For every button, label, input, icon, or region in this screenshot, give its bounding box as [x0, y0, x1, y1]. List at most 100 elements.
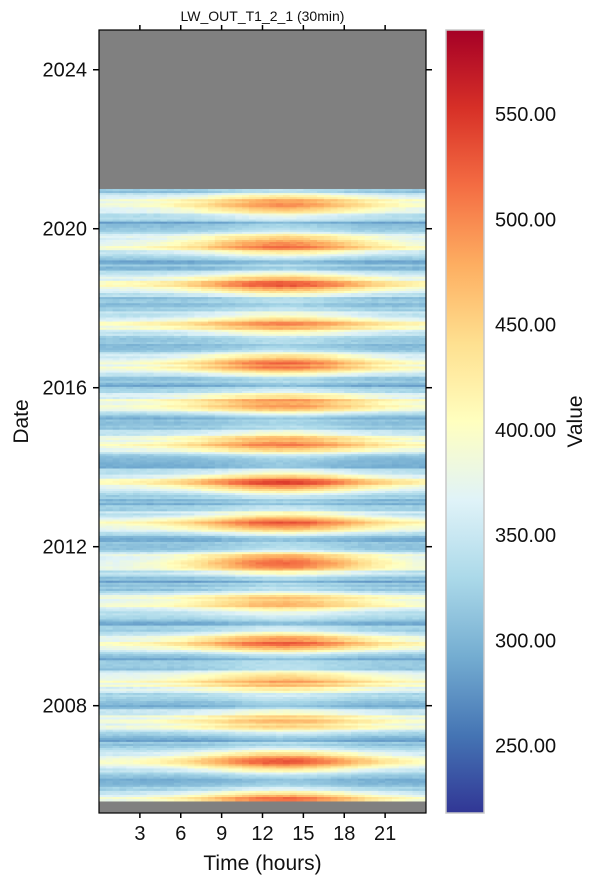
heatmap-cell: [153, 329, 161, 333]
heatmap-cell: [173, 305, 182, 308]
heatmap-cell: [412, 317, 420, 320]
heatmap-cell: [405, 242, 413, 245]
heatmap-cell: [398, 397, 406, 400]
heatmap-cell: [317, 386, 325, 390]
heatmap-cell: [167, 366, 175, 369]
heatmap-cell: [269, 291, 277, 294]
heatmap-cell: [323, 219, 332, 223]
heatmap-cell: [153, 205, 161, 208]
heatmap-cell: [167, 350, 175, 353]
heatmap-cell: [398, 235, 406, 239]
heatmap-cell: [289, 199, 297, 202]
heatmap-cell: [330, 203, 338, 206]
heatmap-cell: [139, 221, 148, 225]
heatmap-cell: [276, 344, 284, 347]
heatmap-cell: [153, 288, 161, 292]
heatmap-cell: [112, 315, 120, 318]
heatmap-cell: [201, 382, 209, 386]
heatmap-cell: [112, 354, 120, 357]
heatmap-cell: [289, 197, 297, 200]
heatmap-cell: [221, 225, 229, 229]
heatmap-cell: [99, 268, 107, 271]
heatmap-cell: [201, 221, 209, 225]
heatmap-cell: [235, 329, 243, 333]
heatmap-cell: [412, 237, 420, 241]
heatmap-cell: [214, 225, 223, 229]
heatmap-cell: [105, 258, 114, 261]
heatmap-cell: [133, 313, 141, 316]
heatmap-cell: [126, 397, 134, 400]
heatmap-cell: [378, 215, 386, 218]
heatmap-cell: [208, 207, 216, 210]
heatmap-cell: [378, 211, 386, 214]
heatmap-cell: [173, 370, 182, 374]
heatmap-cell: [119, 260, 127, 263]
heatmap-cell: [105, 293, 114, 296]
heatmap-cell: [351, 370, 359, 374]
heatmap-cell: [351, 233, 359, 237]
heatmap-cell: [385, 390, 393, 394]
heatmap-cell: [412, 242, 420, 245]
heatmap-cell: [112, 288, 120, 292]
heatmap-cell: [255, 295, 263, 298]
heatmap-cell: [262, 388, 270, 392]
heatmap-cell: [364, 321, 372, 325]
heatmap-cell: [139, 254, 148, 257]
heatmap-cell: [146, 276, 154, 280]
heatmap-cell: [289, 209, 297, 212]
heatmap-cell: [146, 197, 154, 200]
heatmap-cell: [167, 327, 175, 331]
heatmap-cell: [317, 321, 325, 325]
heatmap-cell: [371, 366, 379, 369]
heatmap-cell: [391, 305, 400, 308]
heatmap-cell: [330, 305, 338, 308]
heatmap-cell: [262, 195, 270, 198]
heatmap-cell: [378, 393, 386, 396]
heatmap-cell: [371, 354, 379, 357]
heatmap-cell: [310, 346, 318, 349]
heatmap-cell: [371, 395, 379, 398]
heatmap-cell: [242, 272, 250, 276]
heatmap-cell: [391, 286, 400, 290]
heatmap-cell: [242, 297, 250, 300]
heatmap-cell: [412, 278, 420, 282]
heatmap-cell: [310, 211, 318, 214]
heatmap-cell: [330, 284, 338, 288]
heatmap-cell: [146, 215, 154, 218]
heatmap-cell: [173, 282, 182, 286]
heatmap-cell: [364, 309, 372, 312]
heatmap-cell: [194, 315, 202, 318]
heatmap-cell: [167, 235, 175, 239]
heatmap-cell: [153, 250, 161, 253]
heatmap-cell: [276, 319, 284, 322]
heatmap-cell: [173, 211, 182, 214]
heatmap-cell: [126, 233, 134, 237]
heatmap-cell: [276, 229, 284, 233]
heatmap-cell: [160, 372, 168, 376]
heatmap-cell: [330, 252, 338, 255]
heatmap-cell: [419, 280, 427, 284]
heatmap-cell: [180, 317, 188, 320]
heatmap-cell: [269, 329, 277, 333]
heatmap-cell: [391, 199, 400, 202]
heatmap-cell: [344, 356, 352, 359]
heatmap-cell: [337, 191, 345, 194]
heatmap-cell: [173, 335, 182, 339]
heatmap-cell: [248, 239, 257, 243]
heatmap-cell: [323, 229, 332, 233]
heatmap-cell: [235, 386, 243, 390]
heatmap-cell: [105, 382, 114, 386]
heatmap-cell: [112, 274, 120, 278]
heatmap-cell: [364, 329, 372, 333]
heatmap-cell: [255, 301, 263, 304]
heatmap-cell: [330, 207, 338, 210]
heatmap-cell: [296, 321, 304, 325]
heatmap-cell: [337, 266, 345, 269]
heatmap-cell: [99, 297, 107, 300]
heatmap-cell: [228, 374, 236, 378]
heatmap-cell: [364, 350, 372, 353]
heatmap-cell: [282, 215, 291, 218]
heatmap-cell: [119, 217, 127, 220]
heatmap-cell: [139, 299, 148, 302]
heatmap-cell: [405, 266, 413, 269]
